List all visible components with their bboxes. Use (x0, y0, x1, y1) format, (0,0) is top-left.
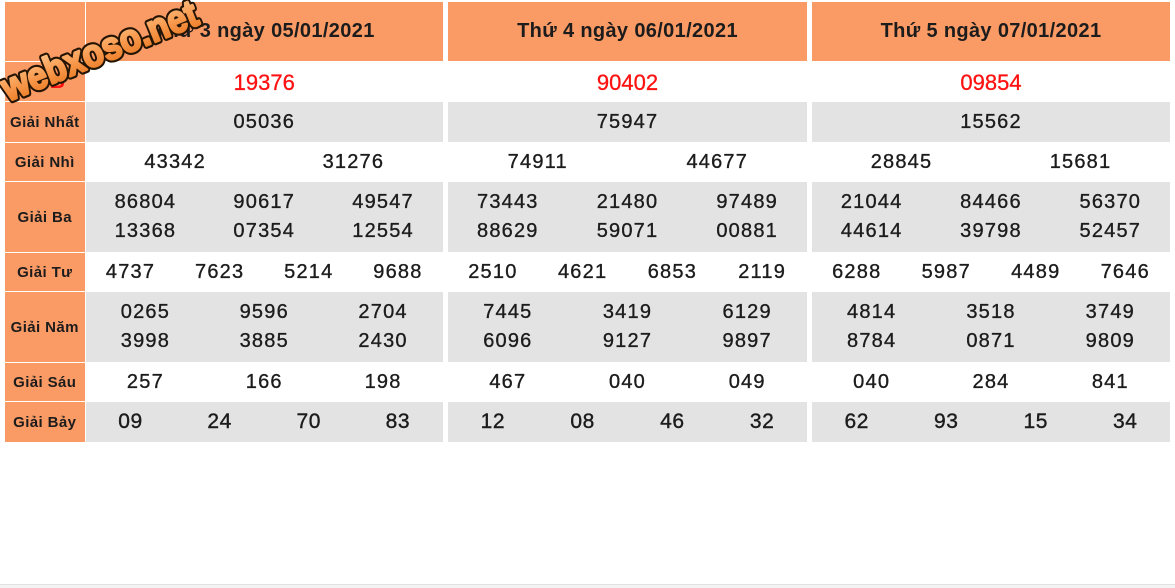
svg-text:webxoso.net: webxoso.net (0, 0, 204, 110)
